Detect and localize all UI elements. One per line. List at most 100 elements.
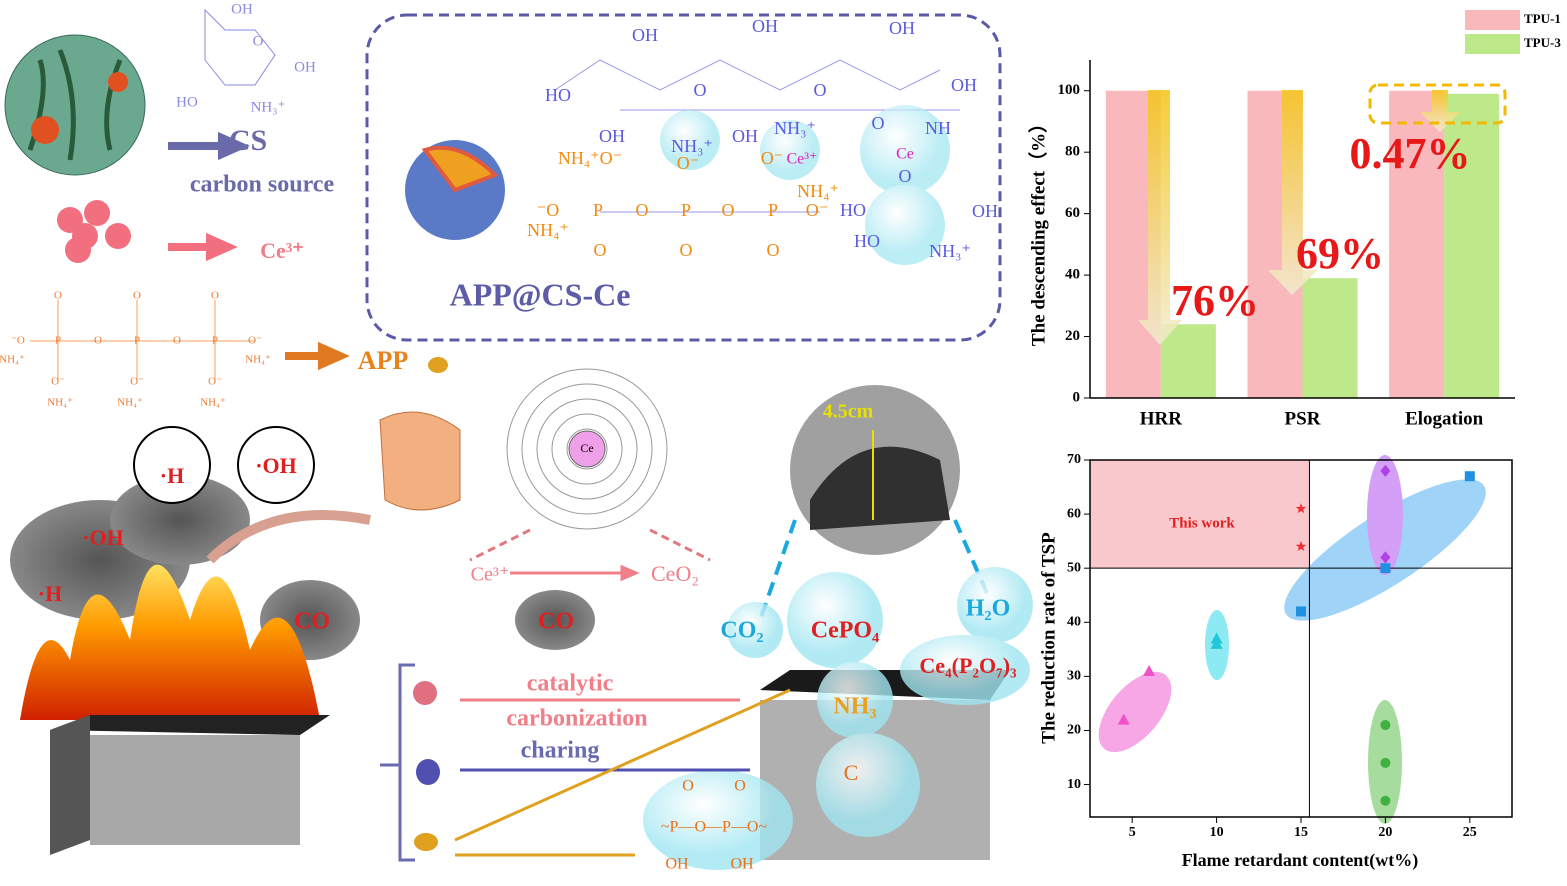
annotation: 0.47% — [1350, 129, 1471, 178]
y-tick-label: 60 — [1067, 506, 1081, 521]
label: CeO₂ — [651, 561, 699, 586]
x-tick-label: 5 — [1129, 825, 1136, 840]
highlight-region — [1090, 460, 1310, 569]
label: O — [594, 240, 607, 260]
label: OH — [730, 856, 754, 873]
label: NH₄⁺ — [200, 397, 226, 409]
arrow — [454, 688, 791, 857]
label: NH₄⁺ — [245, 354, 271, 366]
bar — [1302, 278, 1358, 398]
annotation: 69% — [1296, 229, 1384, 278]
x-tick-label: HRR — [1140, 408, 1183, 429]
label: HO — [545, 85, 571, 105]
label: O — [133, 290, 141, 302]
legend-swatch — [1465, 34, 1520, 54]
label: NH₄⁺ — [47, 397, 73, 409]
label: carbon source — [190, 172, 335, 198]
label: CO₂ — [720, 618, 763, 644]
box-front — [90, 735, 300, 845]
label: O — [211, 290, 219, 302]
crab — [31, 116, 59, 144]
app-bonds — [30, 300, 255, 380]
label: Ce³⁺ — [786, 151, 817, 168]
y-tick-label: 100 — [1058, 82, 1081, 98]
y-axis-label: The reduction rate of TSP — [1038, 532, 1059, 744]
point — [1143, 664, 1156, 676]
atom-core — [568, 430, 606, 468]
capture-arrow — [206, 510, 371, 564]
label: O⁻ — [51, 376, 65, 388]
sphere-core — [421, 145, 499, 193]
label: O⁻ — [248, 335, 262, 347]
bar — [1389, 90, 1445, 399]
y-tick-label: 60 — [1065, 205, 1080, 221]
legend-label: TPU-3 — [1524, 35, 1561, 50]
atom-shells — [506, 368, 668, 530]
label: P — [55, 335, 61, 347]
bubbles — [660, 105, 950, 265]
char-residue — [810, 446, 950, 530]
label: ·H — [160, 463, 184, 488]
decorations — [4, 8, 1033, 870]
label: NH₃⁺ — [251, 99, 286, 115]
label: P — [768, 200, 778, 220]
point — [1380, 464, 1391, 477]
y-tick-label: 40 — [1065, 267, 1080, 283]
label: O — [54, 290, 62, 302]
bar — [1444, 93, 1500, 399]
cs-dot — [416, 759, 440, 785]
label: OH — [665, 856, 689, 873]
label: HO — [176, 94, 198, 110]
label: O — [694, 80, 707, 100]
label: NH₄⁺ — [527, 220, 569, 240]
label: OH — [231, 1, 253, 17]
shrimp — [108, 72, 128, 92]
label: O — [767, 240, 780, 260]
label: O — [636, 200, 649, 220]
point — [1295, 503, 1307, 514]
label: O — [814, 80, 827, 100]
radical-ball — [237, 426, 315, 504]
label: NH₄⁺ — [0, 354, 25, 366]
label: OH — [599, 126, 625, 146]
glucosamine-ring — [204, 8, 276, 86]
label: O⁻ — [208, 376, 222, 388]
x-tick-label: Elogation — [1405, 408, 1484, 429]
bar — [1160, 324, 1216, 398]
label: Ce₄(P₂O₇)₃ — [919, 653, 1017, 678]
arrow — [168, 131, 250, 161]
point — [1380, 720, 1391, 731]
label: NH₃ — [833, 694, 876, 720]
label: catalytic — [527, 671, 614, 697]
label: O — [680, 240, 693, 260]
label: H₂O — [966, 596, 1011, 622]
label: OH — [732, 126, 758, 146]
label: ⁻O — [537, 200, 560, 220]
point — [1380, 551, 1391, 564]
highlight-box — [1368, 83, 1507, 125]
label: O — [682, 778, 694, 795]
label: O — [94, 335, 102, 347]
label: HO — [854, 231, 880, 251]
label: carbonization — [506, 706, 647, 732]
label: O⁻ — [761, 148, 784, 168]
y-tick-label: 70 — [1067, 452, 1081, 467]
label: C — [844, 760, 859, 785]
ce-dot — [413, 681, 437, 705]
label: OH — [752, 16, 778, 36]
label: CePO₄ — [811, 618, 880, 644]
label: ·OH — [82, 525, 124, 550]
legend-swatch — [1465, 10, 1520, 30]
label: O — [173, 335, 181, 347]
app-dot — [428, 357, 448, 373]
label: Ce³⁺ — [260, 238, 304, 263]
label: P — [134, 335, 140, 347]
label: O — [899, 166, 912, 186]
arrow — [510, 564, 640, 582]
annotation: 76% — [1171, 276, 1259, 325]
point — [1295, 541, 1307, 551]
point — [1380, 795, 1391, 806]
point — [1210, 637, 1223, 649]
label: P — [681, 200, 691, 220]
